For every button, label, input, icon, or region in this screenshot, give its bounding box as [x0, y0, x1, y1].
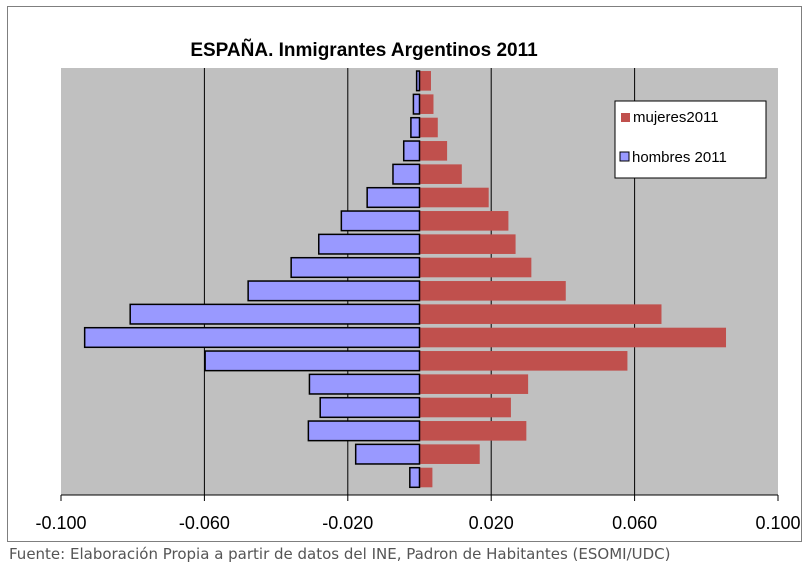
legend-swatch-hombres	[619, 151, 630, 162]
bar-hombres	[366, 186, 421, 209]
bar-mujeres	[419, 444, 480, 464]
bar-hombres	[409, 466, 421, 489]
bar-mujeres	[419, 351, 628, 371]
x-tick-label: -0.020	[322, 513, 373, 533]
bar-hombres	[415, 70, 421, 92]
legend-box	[614, 100, 767, 179]
bar-mujeres	[419, 164, 462, 184]
bar-mujeres	[419, 374, 529, 394]
bar-mujeres	[419, 281, 566, 301]
bar-mujeres	[419, 117, 438, 138]
bar-hombres	[412, 93, 421, 115]
bar-mujeres	[419, 187, 489, 208]
bar-hombres	[319, 396, 421, 419]
source-note: Fuente: Elaboración Propia a partir de d…	[9, 545, 671, 563]
legend-swatch-mujeres	[621, 113, 630, 122]
x-tick-label: -0.060	[179, 513, 230, 533]
bar-hombres	[129, 303, 421, 325]
bar-mujeres	[419, 234, 516, 254]
bar-hombres	[308, 373, 421, 395]
bar-mujeres	[419, 397, 511, 418]
bar-mujeres	[419, 421, 527, 441]
x-axis-ticks: -0.100 -0.060 -0.020 0.020 0.060 0.100	[35, 495, 801, 533]
bar-hombres	[247, 280, 421, 302]
bar-hombres	[204, 350, 421, 372]
bar-hombres	[83, 326, 421, 349]
bar-hombres	[340, 210, 421, 232]
bar-hombres	[290, 256, 421, 279]
bar-hombres	[410, 116, 421, 139]
bar-mujeres	[419, 304, 662, 324]
bars	[83, 70, 727, 489]
x-tick-label: 0.020	[469, 513, 514, 533]
bar-hombres	[402, 140, 421, 162]
bar-mujeres	[419, 211, 509, 231]
x-tick-label: 0.060	[612, 513, 657, 533]
bar-mujeres	[419, 257, 532, 278]
bar-mujeres	[419, 141, 448, 161]
bar-mujeres	[419, 467, 433, 488]
bar-hombres	[392, 163, 421, 185]
x-tick-label: -0.100	[35, 513, 86, 533]
legend-label-hombres: hombres 2011	[632, 149, 727, 166]
bar-hombres	[318, 233, 421, 255]
bar-mujeres	[419, 94, 434, 114]
legend: mujeres2011 hombres 2011	[614, 100, 767, 179]
bar-hombres	[354, 443, 421, 465]
legend-label-mujeres: mujeres2011	[633, 109, 719, 126]
bar-hombres	[307, 420, 421, 442]
chart-title: ESPAÑA. Inmigrantes Argentinos 2011	[190, 39, 538, 61]
bar-mujeres	[419, 327, 727, 348]
x-tick-label: 0.100	[755, 513, 800, 533]
bar-mujeres	[419, 71, 431, 91]
